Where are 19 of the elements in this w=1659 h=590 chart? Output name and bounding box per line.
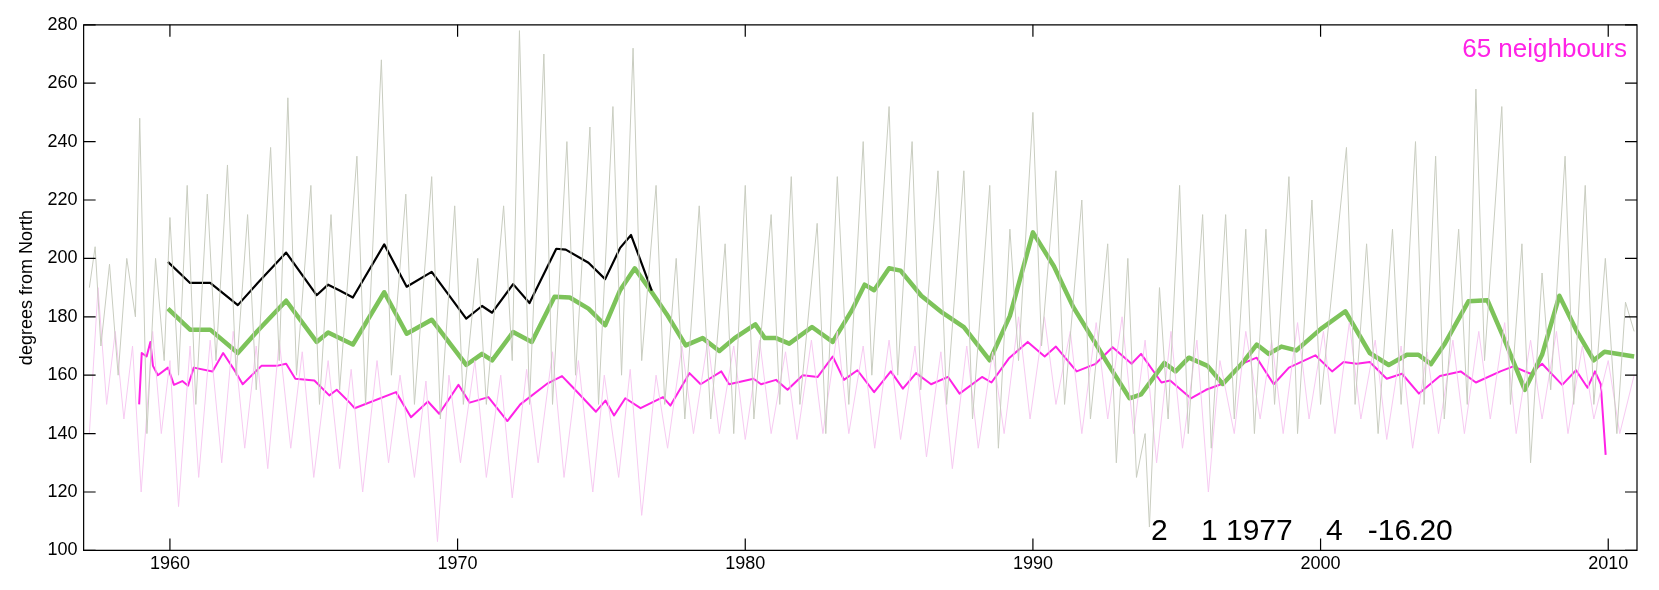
y-tick-label: 260 bbox=[47, 72, 78, 93]
annotation: 65 neighbours bbox=[1462, 32, 1627, 63]
x-tick-label: 2010 bbox=[1588, 553, 1629, 574]
y-tick-label: 140 bbox=[47, 422, 78, 443]
y-tick-label: 160 bbox=[47, 364, 78, 385]
x-tick-label: 1990 bbox=[1012, 553, 1053, 574]
y-axis-title: degrees from North bbox=[15, 210, 36, 366]
y-tick-label: 280 bbox=[47, 13, 78, 34]
y-tick-label: 180 bbox=[47, 305, 78, 326]
x-tick-label: 2000 bbox=[1300, 553, 1341, 574]
y-tick-label: 200 bbox=[47, 247, 78, 268]
x-tick-label: 1980 bbox=[725, 553, 766, 574]
annotation: 2 1 1977 4 -16.20 bbox=[1150, 512, 1453, 546]
x-tick-label: 1960 bbox=[149, 553, 190, 574]
y-tick-label: 220 bbox=[47, 188, 78, 209]
y-tick-label: 120 bbox=[47, 480, 78, 501]
y-tick-label: 240 bbox=[47, 130, 78, 151]
y-tick-label: 100 bbox=[47, 539, 78, 560]
x-tick-label: 1970 bbox=[437, 553, 478, 574]
